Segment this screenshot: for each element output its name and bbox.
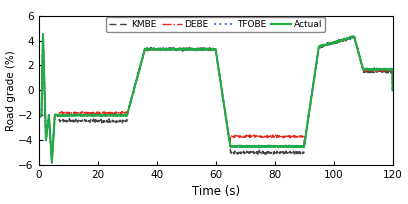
- KMBE: [75, 120, 80, 122]
- KMBE: [64, 120, 69, 122]
- TFOBE: [75, 114, 80, 116]
- Line: TFOBE: TFOBE: [39, 34, 392, 163]
- TFOBE: [46, 118, 51, 120]
- DEBE: [49, 161, 54, 163]
- TFOBE: [390, 89, 395, 92]
- Actual: [336, 40, 341, 42]
- Line: DEBE: DEBE: [39, 34, 392, 162]
- KMBE: [46, 117, 51, 120]
- Legend: KMBE, DEBE, TFOBE, Actual: KMBE, DEBE, TFOBE, Actual: [106, 17, 325, 32]
- Actual: [49, 161, 54, 163]
- KMBE: [49, 161, 54, 163]
- DEBE: [197, 48, 202, 50]
- Actual: [64, 114, 69, 117]
- KMBE: [390, 89, 395, 91]
- DEBE: [40, 33, 45, 36]
- TFOBE: [64, 114, 69, 116]
- DEBE: [85, 112, 90, 114]
- Actual: [390, 89, 395, 92]
- TFOBE: [85, 114, 90, 117]
- DEBE: [75, 111, 80, 114]
- TFOBE: [36, 114, 41, 117]
- TFOBE: [40, 33, 45, 35]
- Actual: [197, 48, 202, 50]
- DEBE: [336, 40, 341, 43]
- X-axis label: Time (s): Time (s): [191, 185, 239, 198]
- Line: Actual: Actual: [39, 34, 392, 162]
- KMBE: [85, 120, 90, 123]
- Y-axis label: Road grade (%): Road grade (%): [6, 50, 16, 131]
- DEBE: [36, 113, 41, 116]
- KMBE: [36, 114, 41, 116]
- Actual: [46, 118, 51, 120]
- KMBE: [40, 33, 45, 35]
- DEBE: [46, 119, 51, 121]
- KMBE: [336, 38, 341, 41]
- TFOBE: [49, 162, 54, 164]
- Actual: [36, 114, 41, 116]
- Actual: [40, 33, 45, 35]
- TFOBE: [197, 48, 202, 50]
- DEBE: [390, 90, 395, 92]
- DEBE: [64, 112, 69, 114]
- KMBE: [197, 48, 202, 50]
- Actual: [75, 114, 80, 116]
- TFOBE: [336, 41, 341, 43]
- Actual: [85, 114, 90, 117]
- Line: KMBE: KMBE: [39, 34, 392, 162]
